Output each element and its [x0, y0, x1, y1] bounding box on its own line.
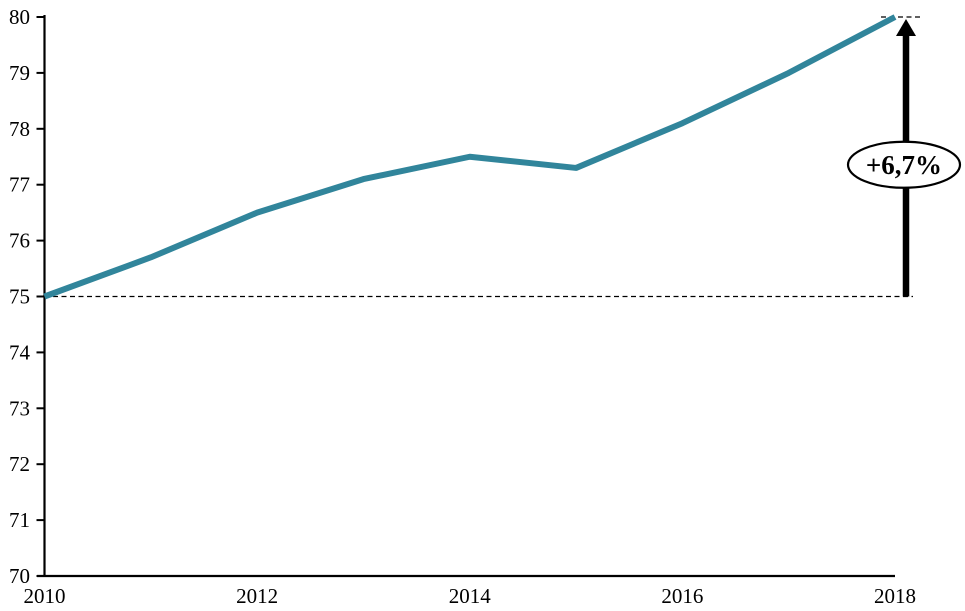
data-line	[43, 14, 897, 300]
y-tick-label: 76	[9, 229, 30, 253]
x-tick-label: 2018	[874, 584, 916, 608]
x-tick-label: 2016	[661, 584, 703, 608]
x-tick-label: 2014	[449, 584, 492, 608]
y-tick-label: 72	[9, 452, 30, 476]
y-tick-label: 70	[9, 564, 30, 588]
y-tick-label: 78	[9, 117, 30, 141]
y-tick-label: 71	[9, 508, 30, 532]
y-tick-label: 79	[9, 61, 30, 85]
y-tick-label: 75	[9, 285, 30, 309]
annotation-label: +6,7%	[866, 150, 942, 180]
annotation-guides	[44, 16, 921, 298]
y-tick-label: 80	[9, 5, 30, 29]
x-tick-label: 2012	[236, 584, 278, 608]
x-tick-label: 2010	[24, 584, 66, 608]
y-tick-label: 73	[9, 396, 30, 420]
arrow-head-icon	[896, 19, 916, 36]
growth-annotation: +6,7%	[846, 19, 962, 297]
y-tick-label: 74	[9, 340, 31, 364]
data-series	[43, 14, 897, 300]
y-tick-label: 77	[9, 173, 30, 197]
axes: 70 71 72 73 74 75 76 77 78 79 80 2010 2012 2014 2016 20…	[9, 5, 916, 608]
annotation-bubble	[846, 140, 962, 189]
